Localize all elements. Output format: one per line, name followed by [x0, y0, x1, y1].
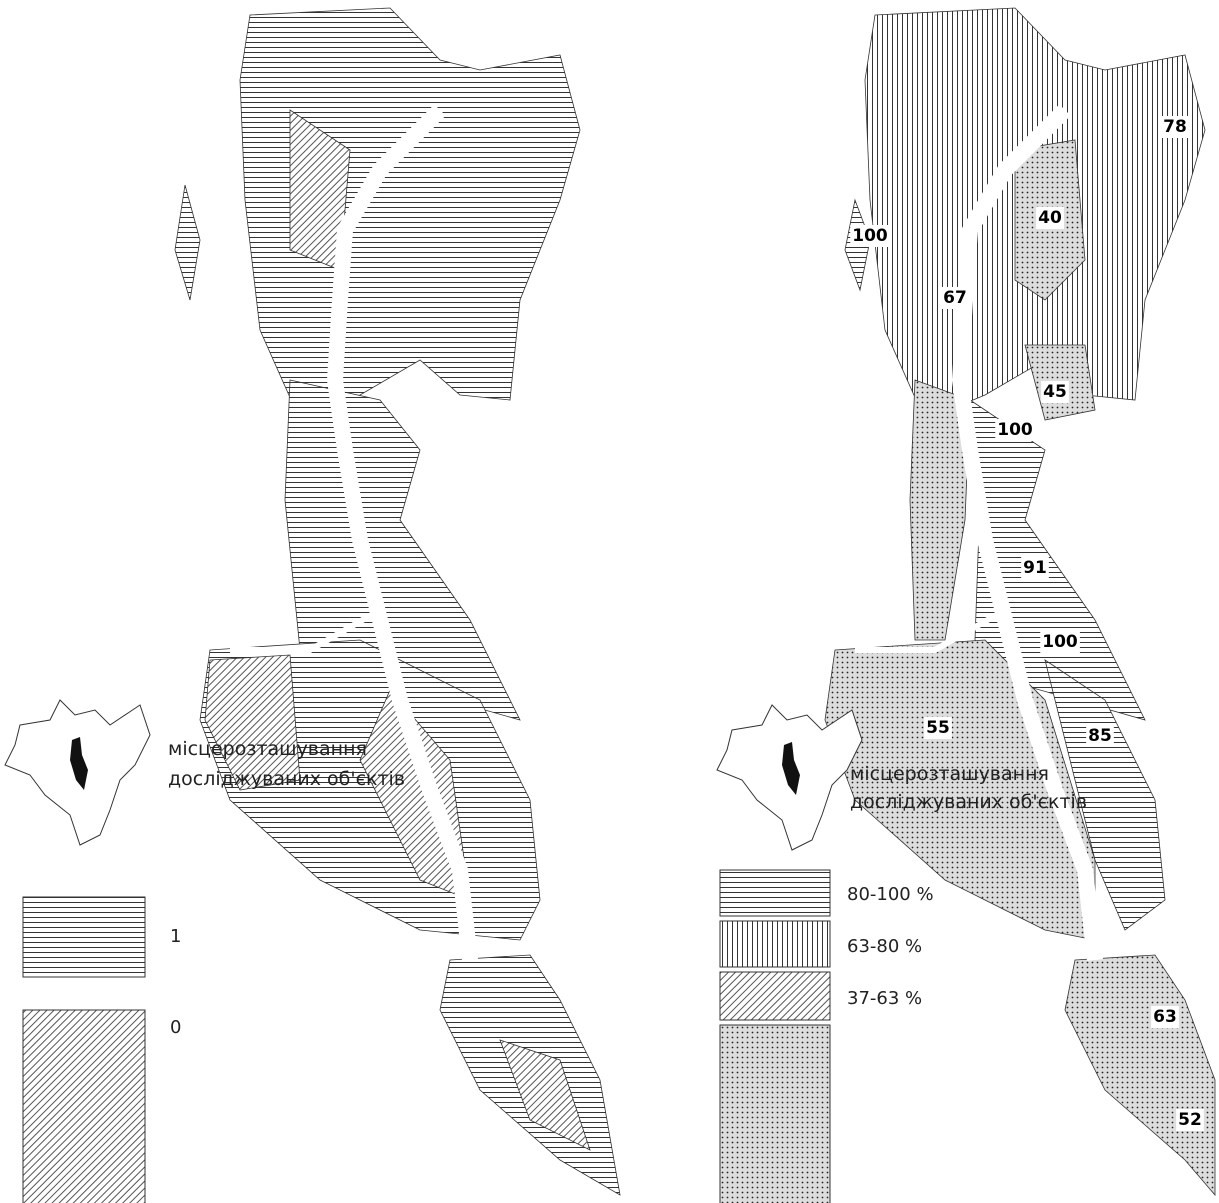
region-label: 63 [1153, 1007, 1177, 1027]
region [359, 689, 471, 901]
legend-label: 0 [170, 1017, 181, 1038]
region [499, 1039, 591, 1151]
location-inset [4, 699, 151, 846]
left-map [174, 7, 621, 1196]
region-label: 52 [1178, 1110, 1202, 1130]
label-background [1021, 557, 1049, 579]
caption: досліджуваних об'єктів [168, 768, 405, 790]
region [239, 7, 581, 421]
river [951, 104, 1103, 961]
legend-swatch [719, 971, 831, 1021]
region-label: 78 [1163, 117, 1187, 137]
region [204, 654, 301, 791]
river [855, 607, 1007, 653]
label-background [1040, 631, 1080, 653]
location-inset [716, 704, 863, 851]
river [230, 607, 382, 653]
legend-swatch [22, 1009, 146, 1203]
label-background [995, 419, 1035, 441]
legend-label: 63-80 % [847, 936, 922, 957]
label-background [1176, 1109, 1204, 1131]
river [326, 104, 478, 961]
label-background [941, 287, 969, 309]
map-labels: 78 40 100 67 45 100 91 100 55 85 63 52 [850, 116, 1204, 1131]
label-background [1161, 116, 1189, 138]
caption: місцерозташування [850, 763, 1049, 785]
region [174, 184, 201, 301]
region-label: 40 [1038, 208, 1062, 228]
region-label: 85 [1088, 726, 1112, 746]
right-map [824, 7, 1216, 1197]
legend-label: 37-63 % [847, 988, 922, 1009]
caption: досліджуваних об'єктів [850, 791, 1087, 813]
label-background [1041, 381, 1069, 403]
label-background [1036, 207, 1064, 229]
region-label: 100 [997, 420, 1033, 440]
label-background [1086, 725, 1114, 747]
legend-label: 1 [170, 926, 181, 947]
legend-swatch [719, 869, 831, 917]
legend-label: 80-100 % [847, 884, 934, 905]
region-label: 55 [926, 718, 950, 738]
legend-swatch [22, 896, 146, 978]
label-background [850, 225, 890, 247]
region [1044, 659, 1166, 931]
region-label: 100 [1042, 632, 1078, 652]
region-label: 45 [1043, 382, 1067, 402]
region-label: 100 [852, 226, 888, 246]
legend-swatch [719, 1024, 831, 1203]
caption: місцерозташування [168, 738, 367, 760]
label-background [1151, 1006, 1179, 1028]
label-background [924, 717, 952, 739]
region [1064, 954, 1216, 1197]
legend-swatch [719, 920, 831, 968]
region-label: 67 [943, 288, 967, 308]
region-label: 91 [1023, 558, 1047, 578]
